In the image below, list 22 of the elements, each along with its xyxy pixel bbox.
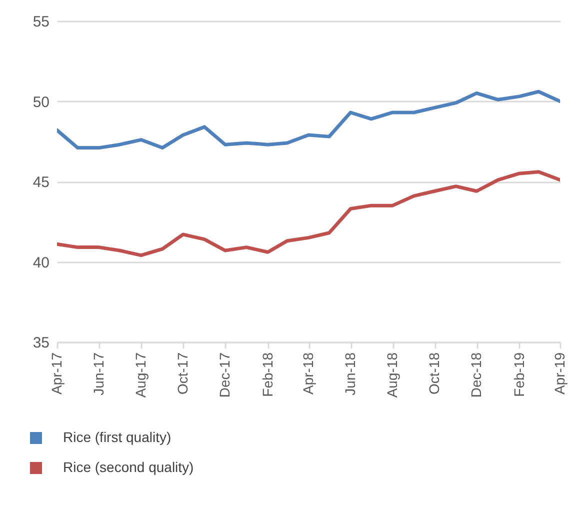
x-tick-label: Jun-18 bbox=[342, 352, 358, 396]
y-tick-label: 55 bbox=[32, 14, 50, 30]
x-tick-label: Oct-17 bbox=[174, 352, 191, 395]
legend-label: Rice (first quality) bbox=[63, 429, 172, 445]
y-tick-label: 50 bbox=[32, 94, 50, 111]
x-tick-label: Apr-17 bbox=[48, 352, 64, 395]
line-series bbox=[57, 90, 560, 150]
x-tick-label: Apr-19 bbox=[552, 352, 568, 395]
x-tick-label: Aug-17 bbox=[132, 352, 149, 398]
x-tick-label: Feb-18 bbox=[259, 352, 276, 397]
legend-label: Rice (second quality) bbox=[63, 459, 194, 475]
line-series bbox=[57, 170, 560, 258]
y-tick-label: 45 bbox=[32, 174, 50, 191]
x-tick-label: Dec-18 bbox=[468, 352, 484, 398]
y-tick-label: 35 bbox=[32, 334, 50, 352]
x-tick-label: Oct-18 bbox=[426, 352, 442, 395]
x-tick-label: Dec-17 bbox=[216, 352, 233, 398]
x-tick-label: Apr-18 bbox=[300, 352, 316, 395]
y-tick-label: 40 bbox=[32, 254, 50, 272]
x-tick-label: Feb-19 bbox=[510, 352, 527, 397]
x-tick-label: Aug-18 bbox=[384, 352, 400, 398]
x-tick-label: Jun-17 bbox=[90, 352, 107, 396]
